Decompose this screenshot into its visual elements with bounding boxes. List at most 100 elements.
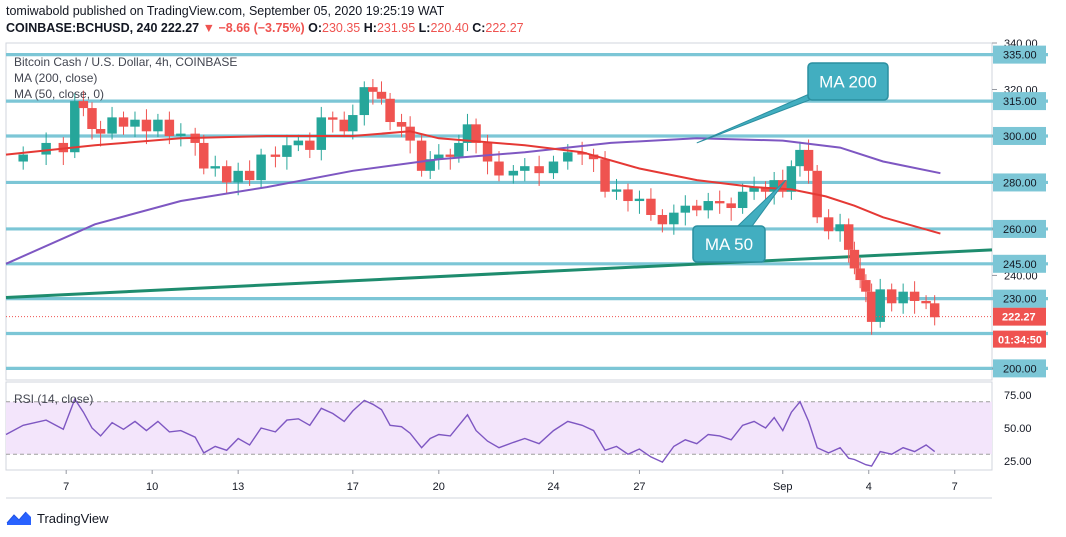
x-tick-label-0: 7 bbox=[63, 481, 69, 493]
price-change: −8.66 (−3.75%) bbox=[218, 21, 305, 35]
low-value: 220.40 bbox=[430, 21, 469, 35]
candle-body bbox=[843, 224, 854, 250]
x-tick-label-3: 17 bbox=[347, 481, 359, 493]
x-tick-label-2: 13 bbox=[232, 481, 244, 493]
candle-body bbox=[130, 119, 140, 127]
candle-body bbox=[164, 119, 175, 136]
candle-body bbox=[861, 280, 871, 292]
candle-body bbox=[233, 170, 243, 183]
candle-body bbox=[95, 128, 106, 134]
candle-body bbox=[482, 142, 493, 162]
ma200-line bbox=[5, 137, 941, 265]
down-arrow-icon: ▼ bbox=[202, 21, 215, 35]
rsi-line bbox=[5, 397, 936, 467]
x-tick-label-6: 27 bbox=[633, 481, 645, 493]
ma50-line bbox=[5, 130, 941, 235]
symbol-ohlc-line: COINBASE:BCHUSD, 240 222.27 ▼ −8.66 (−3.… bbox=[6, 21, 524, 35]
candle-body bbox=[778, 180, 788, 192]
rsi-band bbox=[6, 401, 992, 455]
candle-body bbox=[368, 87, 378, 92]
candle-body bbox=[282, 145, 292, 157]
candle-body bbox=[359, 87, 370, 116]
candle-body bbox=[577, 152, 587, 155]
candle-body bbox=[454, 142, 464, 157]
symbol: COINBASE:BCHUSD, 240 bbox=[6, 21, 158, 35]
last-price-tag bbox=[993, 307, 1046, 326]
candle-body bbox=[405, 126, 415, 141]
candle-body bbox=[471, 124, 481, 143]
legend-ma200: MA (200, close) bbox=[14, 71, 98, 85]
level-tag-label-7: 335.00 bbox=[1003, 50, 1037, 62]
tradingview-brand: TradingView bbox=[37, 510, 109, 526]
candle-body bbox=[316, 117, 327, 150]
candle-body bbox=[153, 119, 163, 132]
candle-body bbox=[898, 291, 908, 304]
candle-body bbox=[795, 149, 805, 167]
candle-body bbox=[87, 108, 97, 129]
level-tag-label-1: 230.00 bbox=[1003, 294, 1037, 306]
ma50-callout-label: MA 50 bbox=[705, 235, 753, 254]
candle-body bbox=[657, 214, 668, 225]
open-value: 230.35 bbox=[322, 21, 361, 35]
candle-body bbox=[726, 203, 736, 209]
candle-body bbox=[714, 201, 725, 204]
low-label: L: bbox=[418, 21, 431, 35]
candle-body bbox=[244, 170, 255, 181]
candle-body bbox=[141, 119, 152, 132]
candle-body bbox=[875, 289, 885, 322]
candle-body bbox=[786, 166, 797, 192]
candle-body bbox=[921, 300, 931, 304]
candle-body bbox=[835, 224, 845, 232]
candle-body bbox=[823, 217, 834, 232]
candle-body bbox=[416, 140, 427, 171]
countdown-tag bbox=[993, 330, 1046, 348]
candle-body bbox=[107, 117, 117, 134]
level-tag-label-0: 200.00 bbox=[1003, 363, 1037, 375]
candle-body bbox=[760, 187, 771, 192]
ma200-callout-box bbox=[807, 62, 889, 101]
x-tick-label-8: 4 bbox=[866, 481, 872, 493]
candle-body bbox=[669, 212, 679, 225]
legend-rsi: RSI (14, close) bbox=[14, 392, 94, 406]
candle-body bbox=[385, 98, 395, 123]
x-tick-label-1: 10 bbox=[146, 481, 158, 493]
candle-body bbox=[70, 101, 80, 153]
candle-body bbox=[18, 154, 28, 162]
legend-title: Bitcoin Cash / U.S. Dollar, 4h, COINBASE bbox=[14, 55, 238, 69]
ma50-callout-box bbox=[692, 225, 766, 263]
level-tag-1 bbox=[993, 289, 1046, 308]
level-tag-label-4: 280.00 bbox=[1003, 177, 1037, 189]
countdown-label: 01:34:50 bbox=[998, 335, 1042, 347]
level-tag-label-5: 300.00 bbox=[1003, 131, 1037, 143]
x-tick-label-5: 24 bbox=[547, 481, 559, 493]
rsi-tick-label-0: 25.00 bbox=[1004, 456, 1032, 468]
candle-body bbox=[425, 159, 435, 171]
high-value: 231.95 bbox=[376, 21, 416, 35]
candle-body bbox=[348, 115, 358, 132]
close-label: C: bbox=[472, 21, 486, 35]
tradingview-logo-icon bbox=[6, 511, 31, 525]
high-label: H: bbox=[363, 21, 377, 35]
candle-body bbox=[520, 166, 530, 171]
candle-body bbox=[256, 154, 266, 181]
candle-body bbox=[600, 159, 610, 192]
level-tag-5 bbox=[993, 126, 1046, 145]
candle-body bbox=[396, 122, 407, 127]
candle-body bbox=[749, 187, 759, 192]
publisher-line: tomiwabold published on TradingView.com,… bbox=[6, 4, 445, 18]
candle-body bbox=[866, 291, 877, 322]
candle-body bbox=[434, 154, 444, 160]
level-tag-2 bbox=[993, 254, 1046, 273]
level-tag-6 bbox=[993, 92, 1046, 111]
tradingview-logo[interactable]: TradingView bbox=[6, 510, 109, 526]
candle-body bbox=[646, 198, 656, 215]
candle-body bbox=[176, 133, 186, 136]
last-price-label: 222.27 bbox=[1002, 312, 1036, 324]
candle-body bbox=[588, 154, 599, 160]
level-tag-label-3: 260.00 bbox=[1003, 224, 1037, 236]
x-tick-label-9: 7 bbox=[952, 481, 958, 493]
last-price-value: 222.27 bbox=[160, 21, 200, 35]
trendline bbox=[5, 248, 993, 299]
candle-body bbox=[78, 101, 89, 109]
